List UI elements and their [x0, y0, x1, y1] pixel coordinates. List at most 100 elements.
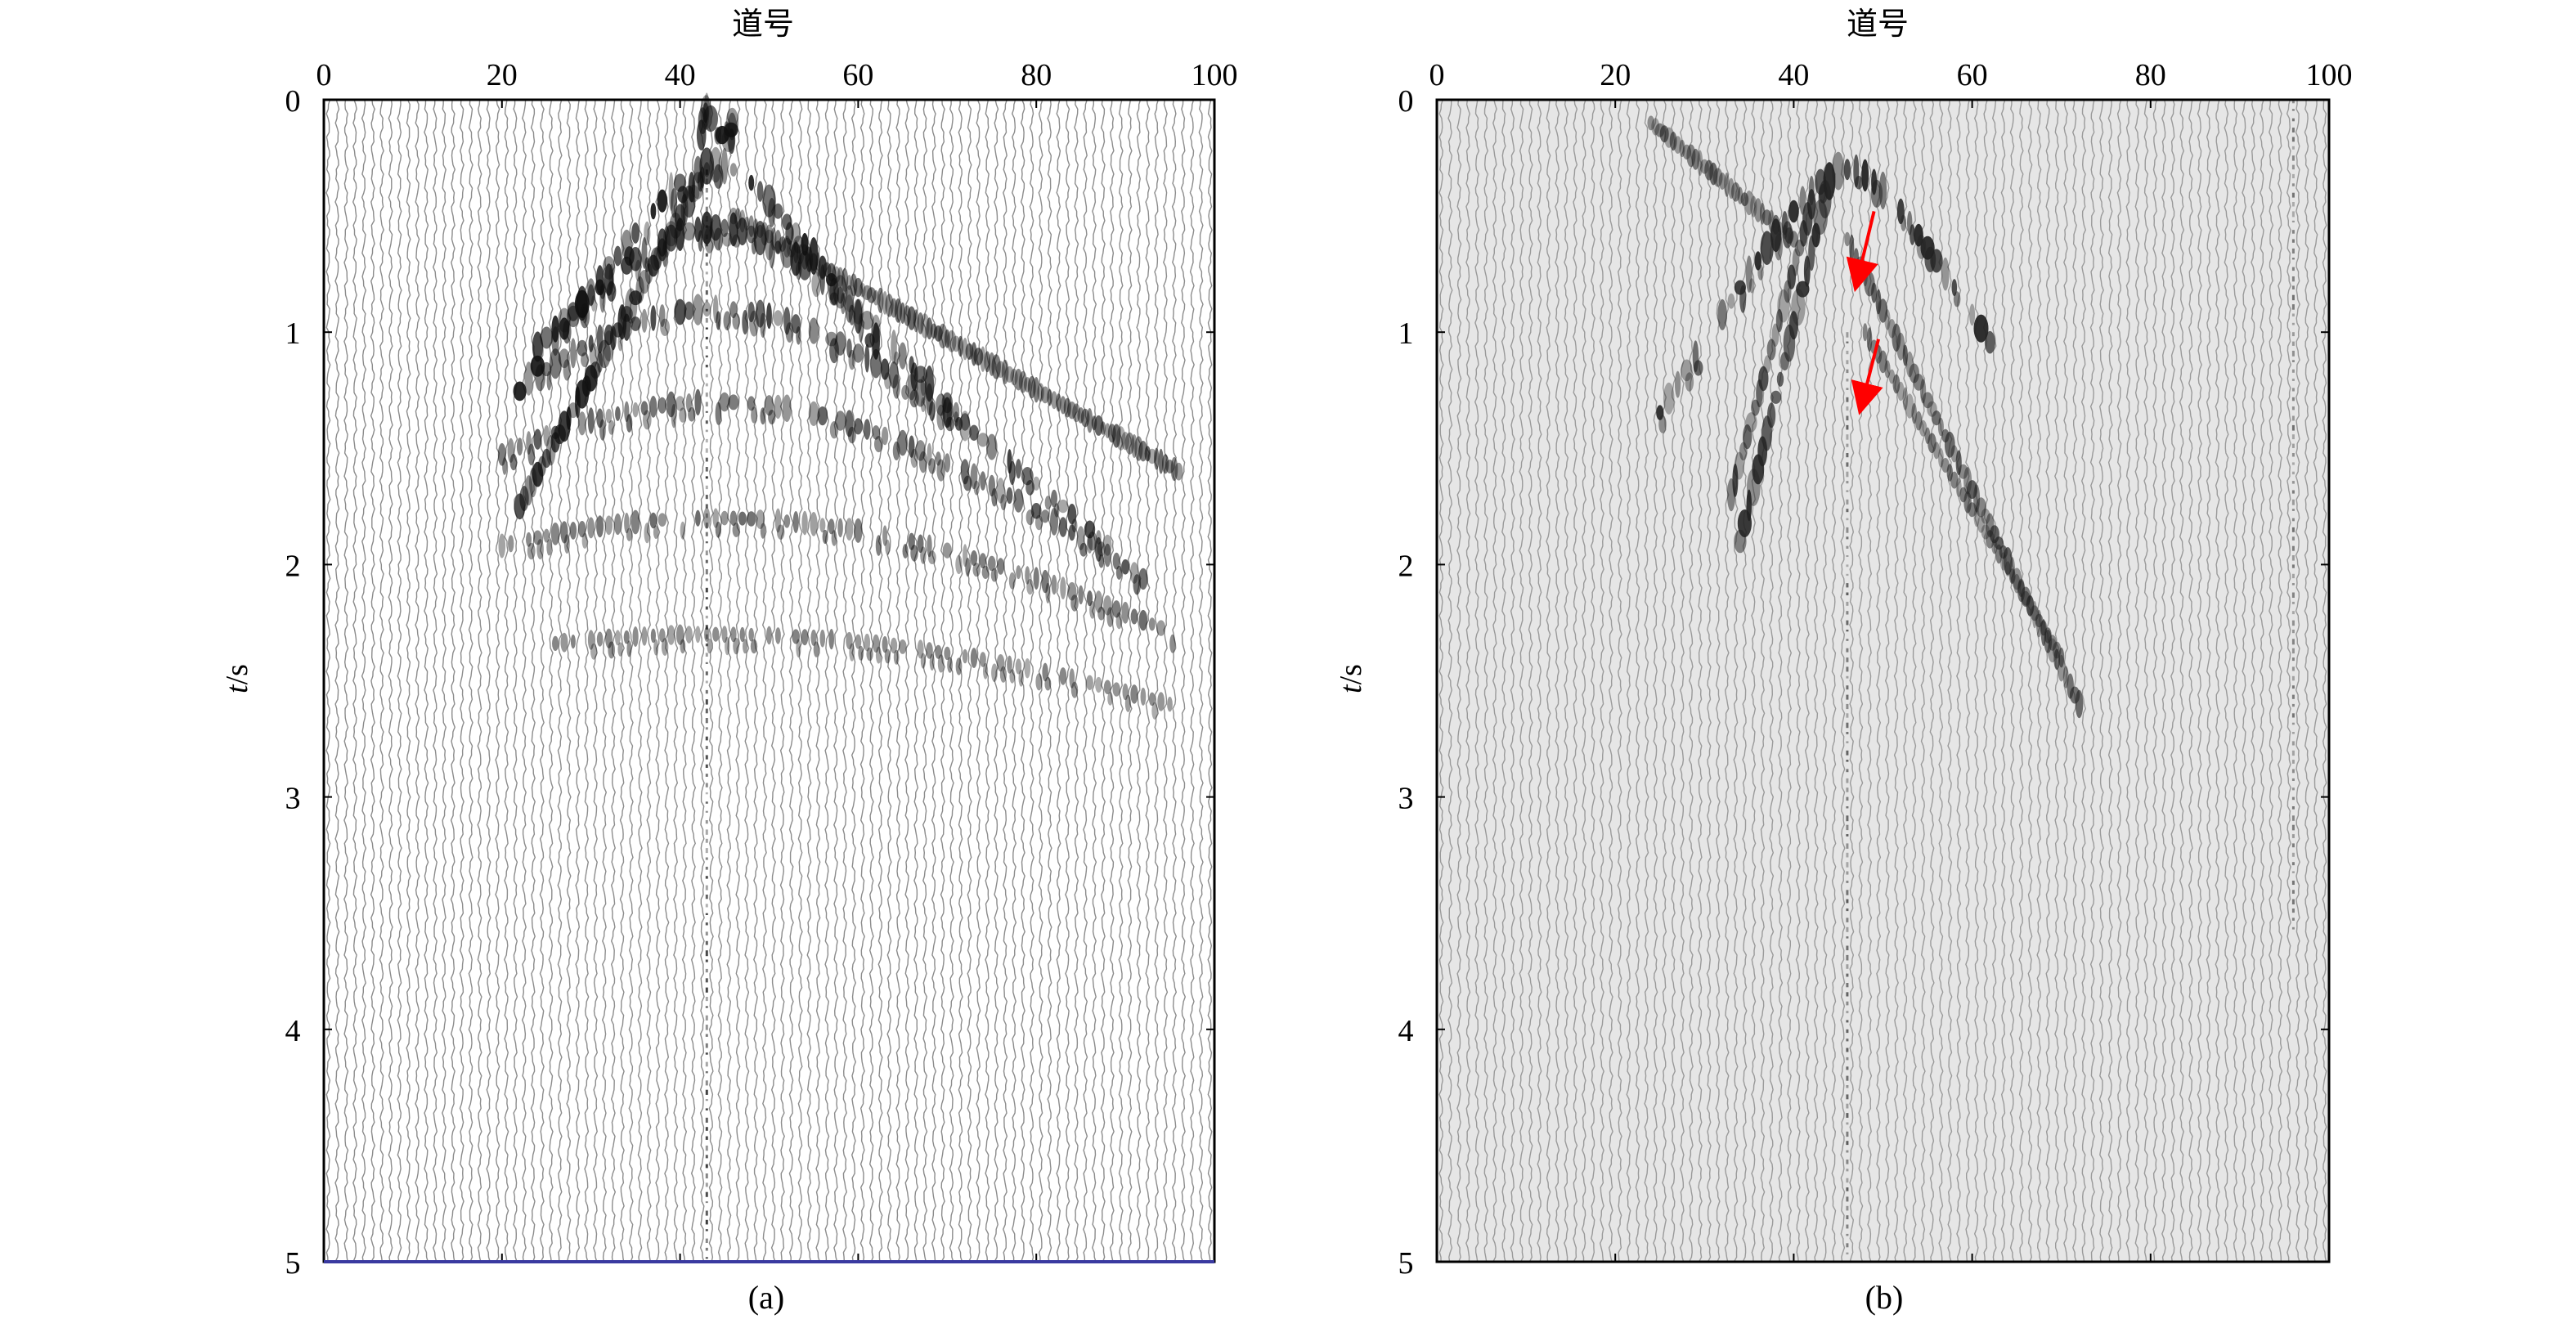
event-wavelet [1902, 387, 1908, 411]
event-wavelet [1776, 371, 1784, 387]
seismic-trace [1127, 99, 1133, 1263]
event-wavelet [935, 451, 941, 466]
event-wavelet [540, 326, 553, 349]
event-wavelet [1846, 843, 1849, 849]
event-wavelet [1148, 692, 1156, 707]
seismic-trace [2322, 99, 2327, 1263]
event-wavelet [2004, 561, 2011, 577]
event-wavelet [2291, 471, 2295, 475]
event-wavelet [705, 1136, 708, 1140]
event-wavelet [659, 304, 666, 328]
event-wavelet [747, 301, 755, 323]
event-wavelet [653, 525, 659, 539]
seismic-trace [922, 99, 928, 1263]
event-wavelet [2291, 341, 2295, 346]
seismic-event-hyperbola [552, 624, 1173, 720]
event-wavelet [882, 636, 888, 653]
seismic-trace [441, 99, 447, 1263]
seismic-trace [1760, 99, 1766, 1263]
event-wavelet [1977, 516, 1985, 533]
event-wavelet [1846, 462, 1849, 467]
event-wavelet [2291, 611, 2295, 615]
event-wavelet [2291, 192, 2295, 198]
seismic-trace [2242, 99, 2247, 1262]
event-wavelet [972, 563, 981, 577]
event-wavelet [1697, 150, 1703, 177]
event-wavelet [760, 523, 766, 539]
event-wavelet [983, 662, 989, 680]
event-wavelet [1051, 574, 1057, 595]
event-wavelet [629, 290, 643, 306]
event-wavelet [705, 783, 708, 787]
event-wavelet [1009, 669, 1016, 684]
event-wavelet [1170, 456, 1178, 482]
seismic-trace [1858, 99, 1864, 1263]
event-wavelet [546, 370, 552, 391]
event-wavelet [760, 312, 766, 338]
event-wavelet [1788, 200, 1799, 223]
panel-b-trace-field [1437, 99, 2329, 1263]
event-wavelet [991, 663, 998, 682]
event-wavelet [1121, 601, 1129, 624]
event-wavelet [730, 626, 737, 643]
event-wavelet [705, 746, 708, 750]
event-wavelet [2291, 592, 2295, 598]
event-wavelet [913, 366, 927, 384]
event-wavelet [1905, 393, 1914, 419]
event-wavelet [1846, 518, 1849, 521]
event-wavelet [705, 1089, 708, 1095]
event-wavelet [1955, 450, 1962, 476]
event-wavelet [626, 414, 633, 433]
event-wavelet [705, 829, 708, 835]
event-wavelet [773, 203, 783, 219]
event-wavelet [1878, 298, 1888, 323]
event-wavelet [929, 653, 935, 671]
event-wavelet [563, 359, 571, 381]
event-wavelet [707, 638, 712, 654]
event-wavelet [705, 541, 708, 544]
event-wavelet [1743, 424, 1752, 450]
seismic-trace [1465, 99, 1471, 1263]
event-wavelet [920, 397, 926, 412]
event-wavelet [1846, 1224, 1849, 1229]
event-wavelet [1060, 577, 1066, 599]
event-wavelet [1846, 973, 1849, 977]
event-wavelet [705, 244, 708, 247]
event-wavelet [1067, 504, 1077, 525]
event-wavelet [2291, 146, 2295, 150]
event-wavelet [626, 527, 633, 541]
event-wavelet [705, 569, 708, 575]
seismic-trace [913, 99, 919, 1263]
event-wavelet [2291, 666, 2295, 671]
event-wavelet [764, 224, 774, 261]
event-wavelet [705, 727, 708, 730]
event-wavelet [1712, 168, 1723, 187]
seismic-trace [1929, 99, 1935, 1263]
event-wavelet [705, 885, 708, 891]
event-wavelet [1751, 399, 1760, 416]
event-wavelet [848, 304, 855, 325]
event-wavelet [705, 318, 708, 323]
seismic-trace [815, 100, 821, 1263]
event-wavelet [705, 1191, 708, 1197]
event-wavelet [2291, 787, 2295, 791]
event-wavelet [829, 292, 839, 306]
event-wavelet [1932, 411, 1941, 426]
event-wavelet [1042, 662, 1048, 682]
seismic-trace [2116, 99, 2122, 1263]
seismic-trace [1546, 99, 1551, 1263]
event-wavelet [1846, 453, 1849, 458]
seismic-event-vertical [2291, 100, 2295, 930]
seismic-trace [1956, 99, 1962, 1263]
event-wavelet [1098, 554, 1105, 568]
event-wavelet [720, 510, 729, 526]
seismic-trace [841, 99, 848, 1263]
event-wavelet [2291, 862, 2295, 866]
event-wavelet [1112, 552, 1120, 570]
seismic-trace [1653, 99, 1658, 1263]
event-wavelet [782, 394, 792, 422]
event-wavelet [685, 393, 693, 413]
event-wavelet [578, 521, 586, 538]
event-wavelet [705, 532, 708, 536]
event-wavelet [648, 254, 659, 277]
